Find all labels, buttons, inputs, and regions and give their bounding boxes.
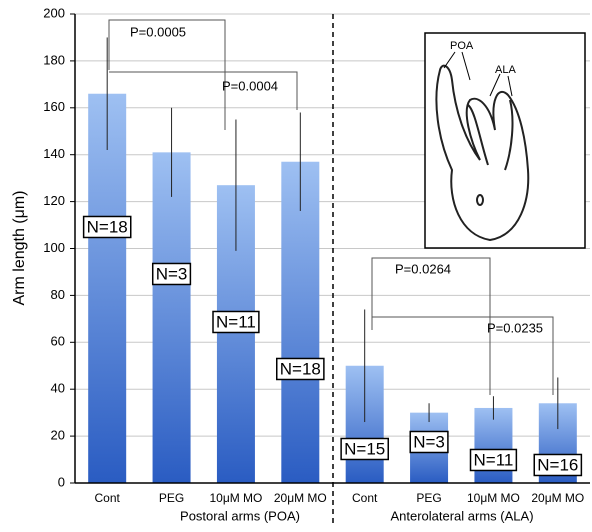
bar: [152, 152, 191, 484]
p-value: P=0.0264: [395, 261, 451, 276]
x-tick-label: Cont: [352, 491, 378, 505]
y-tick-label: 180: [43, 52, 65, 67]
x-tick-label: PEG: [159, 491, 184, 505]
n-label: N=18: [280, 359, 321, 378]
y-tick-label: 60: [51, 334, 65, 349]
p-value: P=0.0004: [222, 78, 278, 93]
y-tick-label: 0: [58, 474, 65, 489]
x-tick-label: 10μM MO: [209, 491, 262, 505]
y-tick-label: 40: [51, 381, 65, 396]
y-tick-label: 160: [43, 99, 65, 114]
n-label: N=11: [216, 312, 256, 331]
x-tick-label: 20μM MO: [531, 491, 584, 505]
n-label: N=16: [537, 455, 578, 474]
n-label-box: [533, 453, 583, 477]
n-label: N=15: [344, 439, 385, 458]
group-label: Anterolateral arms (ALA): [390, 508, 533, 523]
y-tick-label: 120: [43, 193, 65, 208]
n-label: N=11: [474, 450, 514, 469]
y-tick-label: 140: [43, 146, 65, 161]
x-tick-label: PEG: [416, 491, 441, 505]
n-label: N=18: [87, 217, 128, 236]
x-tick-label: 20μM MO: [274, 491, 327, 505]
n-label: N=3: [413, 432, 445, 451]
p-value: P=0.0235: [487, 320, 543, 335]
y-tick-label: 20: [51, 428, 65, 443]
x-tick-label: 10μM MO: [467, 491, 520, 505]
n-label-box: [82, 215, 132, 239]
n-label-box: [276, 357, 325, 381]
n-label-box: [212, 310, 260, 334]
n-label-box: [469, 448, 518, 472]
y-tick-label: 200: [43, 5, 65, 20]
n-label-box: [340, 437, 389, 461]
n-label-box: [409, 430, 449, 454]
y-tick-label: 100: [43, 240, 65, 255]
n-label: N=3: [156, 264, 188, 283]
y-axis-label: Arm length (μm): [11, 190, 28, 305]
inset-label: POA: [450, 40, 474, 52]
x-tick-label: Cont: [95, 491, 121, 505]
y-tick-label: 80: [51, 287, 65, 302]
group-label: Postoral arms (POA): [180, 508, 300, 523]
bracket: [108, 19, 554, 395]
p-value: P=0.0005: [130, 24, 186, 39]
bar: [88, 93, 127, 483]
bar: [281, 161, 320, 484]
inset-label: ALA: [495, 64, 516, 76]
inset: POA ALA: [424, 32, 586, 249]
n-label-box: [151, 262, 192, 286]
